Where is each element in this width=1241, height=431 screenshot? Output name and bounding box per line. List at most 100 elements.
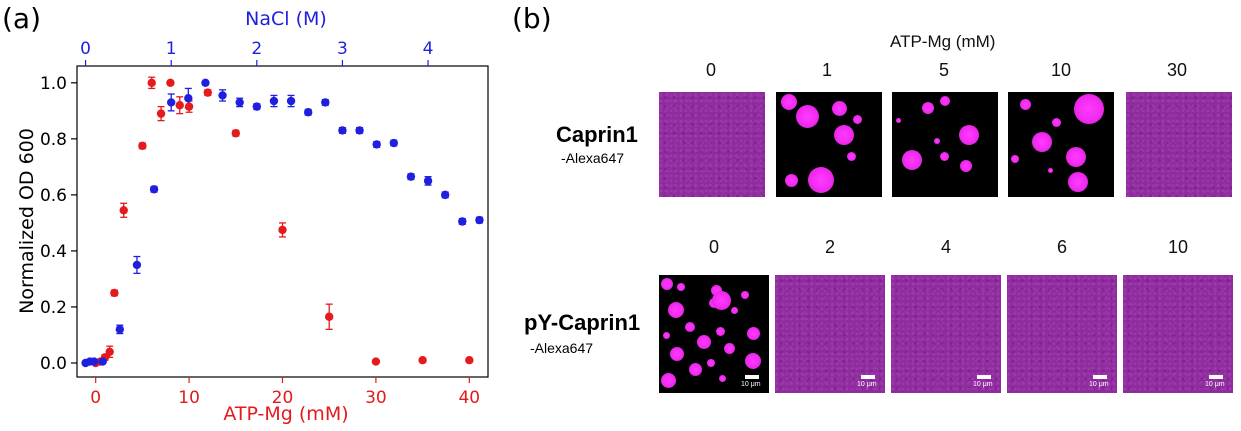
droplet (902, 150, 922, 170)
plot-frame (76, 65, 489, 378)
atp-mg-point (175, 101, 184, 110)
nacl-point (201, 78, 210, 88)
y-tick-label: 0.0 (40, 354, 67, 374)
x-bottom-tick-label: 20 (272, 388, 294, 408)
atp-mg-point (166, 78, 175, 88)
nacl-point (458, 217, 467, 226)
scale-bar-label: 10 μm (857, 381, 877, 388)
nacl-point (235, 98, 244, 107)
scale-bar (861, 375, 875, 379)
nacl-point (423, 176, 433, 186)
nacl-point (252, 102, 262, 111)
droplet (685, 322, 695, 332)
nacl-point (132, 260, 142, 270)
droplet (1052, 118, 1061, 127)
droplet (731, 307, 738, 314)
droplet (781, 94, 797, 110)
micrograph-py-caprin1-6: 10 μm (1007, 275, 1117, 393)
panel-b-label: (b) (512, 2, 552, 35)
micrograph-py-caprin1-2: 10 μm (775, 275, 885, 393)
droplet (934, 138, 940, 144)
x-top-tick-label: 4 (423, 39, 434, 59)
nacl-point (166, 98, 176, 107)
nacl-point (115, 325, 125, 334)
droplet (922, 102, 934, 114)
droplet (847, 152, 856, 161)
micrograph-caprin1-30 (1126, 92, 1232, 197)
atp-mg-point (105, 347, 114, 356)
row1-conc-label: 30 (1166, 60, 1188, 80)
x-axis-bottom-label: ATP-Mg (mM) (223, 403, 348, 425)
nacl-point (372, 140, 381, 149)
nacl-point (149, 185, 159, 194)
droplet (747, 327, 760, 340)
row2-conc-label: 6 (1056, 237, 1067, 257)
row2-conc-label: 4 (940, 237, 951, 257)
x-axis-top-label: NaCl (M) (245, 8, 327, 30)
droplet (1074, 94, 1104, 124)
droplet (724, 343, 735, 354)
atp-mg-point (119, 206, 128, 215)
panel-a-label: (a) (2, 2, 42, 35)
droplet (940, 96, 950, 106)
nacl-point (218, 91, 227, 100)
nacl-point (89, 357, 99, 366)
droplet (663, 332, 670, 339)
droplet (1032, 132, 1052, 152)
scale-bar-label: 10 μm (973, 381, 993, 388)
nacl-point (303, 108, 313, 117)
row1-dye-label: -Alexa647 (561, 150, 625, 166)
y-tick-label: 0.4 (40, 242, 67, 262)
row2-conc-label: 10 (1167, 237, 1189, 257)
micrograph-caprin1-5 (892, 92, 998, 197)
droplet (716, 327, 725, 336)
droplet (940, 152, 949, 161)
row2-dye-label: -Alexa647 (530, 340, 594, 356)
droplet (719, 375, 726, 382)
droplet (960, 160, 972, 172)
droplet (834, 125, 854, 145)
droplet (1068, 172, 1088, 192)
nacl-point (475, 215, 484, 225)
nacl-point (286, 96, 296, 106)
x-bottom-tick-label: 30 (365, 388, 387, 408)
droplet (796, 105, 819, 128)
droplet (1066, 147, 1086, 167)
x-top-tick-label: 1 (166, 39, 177, 59)
row1-conc-label: 0 (705, 60, 716, 80)
atp-mg-title: ATP-Mg (mM) (890, 32, 996, 51)
scale-bar (745, 375, 759, 379)
atp-mg-point (418, 355, 427, 365)
droplet (697, 335, 711, 349)
atp-mg-point (465, 355, 474, 365)
droplet (896, 118, 901, 123)
droplet (832, 101, 847, 116)
atp-mg-point (156, 109, 166, 118)
atp-mg-point (184, 102, 194, 111)
droplet (1020, 99, 1031, 110)
droplet (808, 167, 834, 193)
row2-conc-label: 2 (824, 237, 835, 257)
droplet (661, 278, 673, 290)
droplet (785, 174, 798, 187)
droplet (712, 291, 731, 310)
y-axis-label: Normalized OD 600 (16, 128, 38, 314)
y-tick-label: 0.2 (40, 298, 67, 318)
micrograph-caprin1-1 (776, 92, 882, 197)
droplet (661, 373, 676, 388)
micrograph-py-caprin1-0: 10 μm (659, 275, 769, 393)
droplet (1011, 155, 1019, 163)
row2-protein-label: pY-Caprin1 (524, 310, 641, 335)
scale-bar-label: 10 μm (1089, 381, 1109, 388)
atp-mg-point (278, 225, 287, 235)
droplet (853, 115, 862, 124)
x-bottom-tick-label: 0 (90, 388, 101, 408)
x-top-tick-label: 0 (80, 39, 91, 59)
droplet (689, 363, 702, 376)
row1-conc-label: 10 (1050, 60, 1072, 80)
droplet (959, 125, 979, 145)
row1-protein-label: Caprin1 (556, 122, 638, 147)
od600-chart: 0 10 20 30 40 0 1 2 3 4 0.0 0.2 0.4 0.6 0.8 1.0 Normali… (16, 8, 489, 425)
atp-mg-point (203, 88, 212, 97)
droplet (741, 291, 749, 299)
